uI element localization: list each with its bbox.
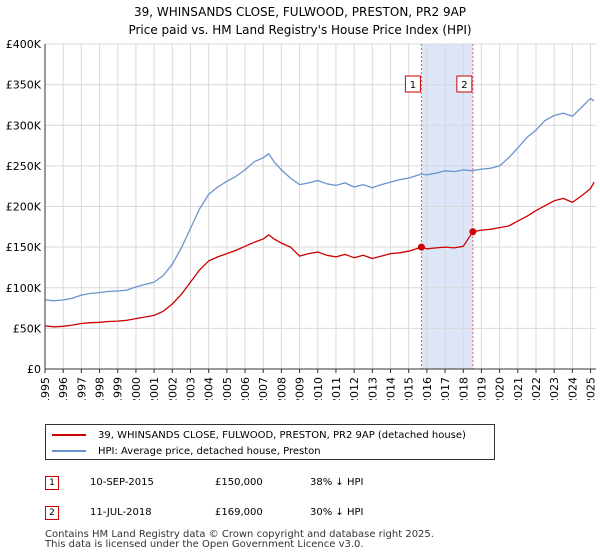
sale-row-2: 2 11-JUL-2018 £169,000 30% ↓ HPI xyxy=(45,504,515,524)
x-tick-label: 2005 xyxy=(221,377,234,400)
y-tick-label: £100K xyxy=(6,282,42,295)
sale-price: £169,000 xyxy=(215,507,263,518)
x-tick-label: 2001 xyxy=(148,377,161,400)
footer-line-2: This data is licensed under the Open Gov… xyxy=(45,539,364,550)
sale-date: 10-SEP-2015 xyxy=(90,477,154,488)
y-tick-label: £350K xyxy=(6,79,42,92)
x-tick-label: 2008 xyxy=(275,377,288,400)
sale-price: £150,000 xyxy=(215,477,263,488)
x-tick-label: 2019 xyxy=(475,377,488,400)
x-tick-label: 2013 xyxy=(366,377,379,400)
legend-item-hpi: HPI: Average price, detached house, Pres… xyxy=(52,443,321,459)
chart-title: 39, WHINSANDS CLOSE, FULWOOD, PRESTON, P… xyxy=(0,3,600,39)
x-tick-label: 2004 xyxy=(203,377,216,400)
footer-line-1: Contains HM Land Registry data © Crown c… xyxy=(45,529,434,540)
x-tick-label: 1999 xyxy=(112,377,125,400)
y-tick-label: £250K xyxy=(6,160,42,173)
x-tick-label: 1995 xyxy=(39,377,52,400)
sale-number-badge: 1 xyxy=(45,476,59,490)
legend-swatch-hpi xyxy=(52,450,86,452)
x-tick-label: 2000 xyxy=(130,377,143,400)
hpi-line xyxy=(44,97,595,302)
sale-hpi-diff: 30% ↓ HPI xyxy=(310,507,364,518)
x-tick-label: 2018 xyxy=(457,377,470,400)
sale-point xyxy=(469,228,477,236)
sale-point xyxy=(417,243,425,251)
x-tick-label: 2022 xyxy=(530,377,543,400)
x-tick-label: 2007 xyxy=(257,377,270,400)
x-tick-label: 2003 xyxy=(184,377,197,400)
x-tick-label: 2015 xyxy=(403,377,416,400)
y-tick-label: £150K xyxy=(6,241,42,254)
x-tick-label: 2006 xyxy=(239,377,252,400)
x-tick-label: 1997 xyxy=(75,377,88,400)
title-line-2: Price paid vs. HM Land Registry's House … xyxy=(128,23,472,37)
x-tick-label: 2016 xyxy=(421,377,434,400)
x-tick-label: 2002 xyxy=(166,377,179,400)
x-tick-label: 2020 xyxy=(494,377,507,400)
sale-number-badge: 2 xyxy=(45,506,59,520)
x-tick-label: 2023 xyxy=(548,377,561,400)
footer-attribution: Contains HM Land Registry data © Crown c… xyxy=(45,530,434,550)
x-tick-label: 1998 xyxy=(94,377,107,400)
sale-label-number: 1 xyxy=(410,80,416,91)
x-tick-label: 2014 xyxy=(385,377,398,400)
sale-date: 11-JUL-2018 xyxy=(90,507,152,518)
x-tick-label: 2024 xyxy=(566,377,579,400)
legend-label-hpi: HPI: Average price, detached house, Pres… xyxy=(98,445,321,457)
legend-swatch-property xyxy=(52,434,86,436)
x-tick-label: 2021 xyxy=(512,377,525,400)
x-tick-label: 2017 xyxy=(439,377,452,400)
y-tick-label: £200K xyxy=(6,201,42,214)
sale-row-1: 1 10-SEP-2015 £150,000 38% ↓ HPI xyxy=(45,474,515,494)
sale-label-box xyxy=(456,75,473,93)
sale-label-box xyxy=(404,75,421,93)
x-tick-label: 2009 xyxy=(294,377,307,400)
y-tick-label: £400K xyxy=(6,40,42,51)
property-price-line xyxy=(44,181,595,328)
sale-hpi-diff: 38% ↓ HPI xyxy=(310,477,364,488)
x-tick-label: 1996 xyxy=(57,377,70,400)
x-tick-label: 2010 xyxy=(312,377,325,400)
x-tick-label: 2011 xyxy=(330,377,343,400)
y-tick-label: £0 xyxy=(27,363,41,376)
title-line-1: 39, WHINSANDS CLOSE, FULWOOD, PRESTON, P… xyxy=(133,5,467,19)
price-chart: £0 £50K £100K £150K £200K £250K £300K £350K £400… xyxy=(6,40,598,400)
x-tick-label: 2012 xyxy=(348,377,361,400)
chart-legend: 39, WHINSANDS CLOSE, FULWOOD, PRESTON, P… xyxy=(45,424,495,460)
y-tick-label: £300K xyxy=(6,119,42,132)
legend-label-property: 39, WHINSANDS CLOSE, FULWOOD, PRESTON, P… xyxy=(98,429,466,441)
y-tick-label: £50K xyxy=(13,322,42,335)
x-tick-label: 2025 xyxy=(585,377,598,400)
legend-item-property: 39, WHINSANDS CLOSE, FULWOOD, PRESTON, P… xyxy=(52,427,466,443)
sale-label-number: 2 xyxy=(461,80,467,91)
